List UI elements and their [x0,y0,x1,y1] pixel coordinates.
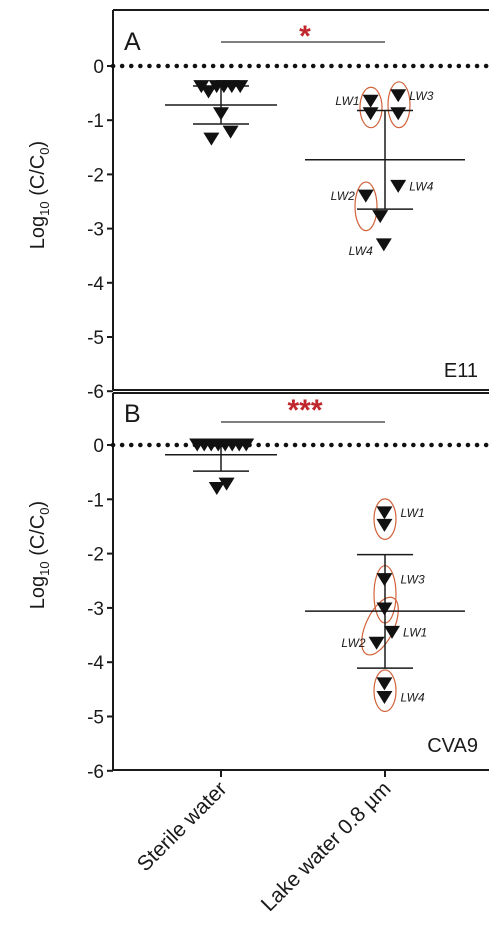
data-point-lake-water [390,89,407,103]
panel-b: Log10 (C/C0) 0 -1 -2 -3 -4 -5 -6 LW1 LW3 LW2 LW1 LW… [27,392,489,783]
point-label-lw1: LW1 [403,625,427,639]
y-tick-label: -5 [87,708,104,729]
y-tick-label: 0 [93,436,104,457]
data-point-lake-water [376,690,393,704]
group-outline-lw4 [373,669,397,713]
group-outline-lw1 [373,498,397,540]
data-point-lake-water [368,636,385,650]
point-label-lw2: LW2 [331,189,356,203]
point-label-lw4: LW4 [349,244,374,258]
data-point-sterile-water [232,80,249,94]
group-outline-lw3 [387,81,411,129]
category-label-lake-water: Lake water 0.8 µm [257,777,396,916]
point-label-lw4: LW4 [409,179,434,193]
data-point-lake-water [390,107,407,121]
point-label-lw3: LW3 [400,573,425,587]
plot-area-b: 0 -1 -2 -3 -4 -5 -6 LW1 LW3 LW2 LW1 LW4 [87,392,489,783]
data-point-sterile-water [238,438,255,452]
y-tick-label: -2 [87,165,104,186]
y-tick-label: -6 [87,762,104,783]
point-label-lw1: LW1 [335,94,359,108]
data-point-lake-water [376,602,393,616]
significance-stars-a: * [299,20,311,53]
data-point-lake-water [376,506,393,520]
data-point-sterile-water [218,477,235,491]
y-tick-label: -1 [87,490,104,511]
group-outline-lw2 [354,181,378,232]
point-label-lw3: LW3 [409,89,434,103]
y-tick-label: -5 [87,328,104,349]
virus-label-e11: E11 [444,360,478,382]
data-point-sterile-water [213,107,229,121]
data-point-lake-water [372,210,389,224]
panel-letter-a: A [124,28,141,56]
data-point-lake-water [375,238,392,252]
x-axis-categories: Sterile water Lake water 0.8 µm [133,777,396,916]
group-outline-lw1 [359,86,383,129]
significance-stars-b: *** [287,394,322,427]
y-tick-label: -4 [87,653,104,674]
data-point-lake-water [376,677,393,691]
data-point-lake-water [390,179,407,193]
data-point-sterile-water [222,125,239,139]
y-axis-label-a: Log10 (C/C0) [27,141,52,249]
data-point-lake-water [376,518,393,532]
y-tick-label: -4 [87,274,104,295]
virus-label-cva9: CVA9 [427,735,478,757]
data-point-sterile-water [200,85,217,99]
data-point-lake-water [376,573,393,587]
point-label-lw1: LW1 [400,506,424,520]
svg-text:Log10 (C/C0): Log10 (C/C0) [27,141,52,249]
y-tick-label: -3 [87,220,104,241]
category-label-sterile-water: Sterile water [133,777,232,876]
plot-area-a: 0 -1 -2 -3 -4 -5 -6 LW1 LW3 LW2 LW4 LW4 [87,9,489,403]
y-axis-label-b: Log10 (C/C0) [27,501,52,609]
data-point-lake-water [384,625,400,639]
data-point-lake-water [357,189,374,203]
y-tick-label: -1 [87,111,104,132]
y-tick-label: 0 [93,57,104,78]
y-tick-label: -2 [87,545,104,566]
y-tick-label: -3 [87,599,104,620]
point-label-lw2: LW2 [341,636,366,650]
svg-text:Log10 (C/C0): Log10 (C/C0) [27,501,52,609]
panel-a: Log10 (C/C0) 0 -1 -2 -3 -4 -5 -6 LW1 LW3 LW2 LW4 LW… [27,9,489,403]
data-point-lake-water [362,94,379,108]
data-point-sterile-water [203,132,220,146]
data-point-lake-water [362,107,379,121]
y-tick-label: -6 [87,382,104,403]
panel-letter-b: B [124,400,141,428]
data-point-sterile-water [208,481,225,495]
point-label-lw4: LW4 [400,690,425,704]
